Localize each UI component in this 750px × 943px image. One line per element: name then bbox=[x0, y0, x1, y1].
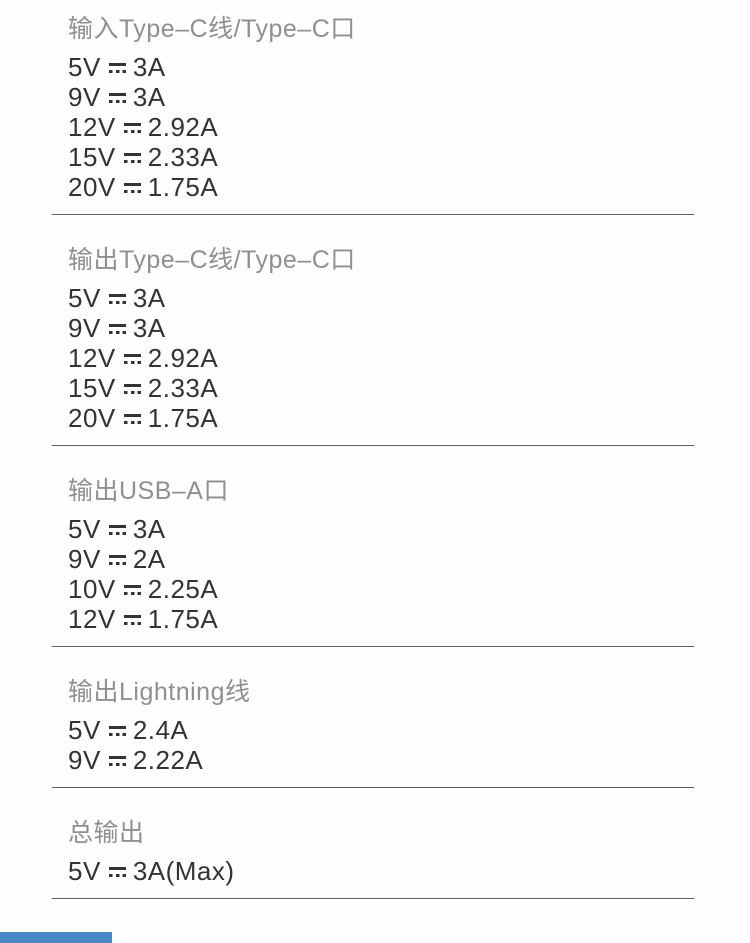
spec-row: 10V 2.25A bbox=[68, 574, 750, 604]
voltage-value: 15V bbox=[68, 373, 116, 403]
current-value: 2.92A bbox=[147, 112, 219, 142]
spec-row: 5V 3A(Max) bbox=[68, 856, 750, 886]
current-value: 3A bbox=[132, 52, 166, 82]
section-divider bbox=[52, 445, 694, 446]
spec-row: 9V 2.22A bbox=[68, 745, 750, 775]
dc-symbol-icon bbox=[123, 354, 141, 364]
section-title: 输入Type–C线/Type–C口 bbox=[68, 15, 356, 43]
bottom-accent-bar bbox=[0, 932, 112, 943]
dc-symbol-icon bbox=[108, 525, 126, 535]
section-title: 总输出 bbox=[68, 819, 145, 847]
section-title: 输出Type–C线/Type–C口 bbox=[68, 246, 356, 274]
section-divider bbox=[52, 214, 694, 215]
current-value: 3A bbox=[132, 514, 166, 544]
current-value: 2.22A bbox=[132, 745, 204, 775]
dc-symbol-icon bbox=[108, 726, 126, 736]
voltage-value: 5V bbox=[68, 715, 101, 745]
voltage-value: 5V bbox=[68, 856, 101, 886]
section-total-output: 总输出 5V 3A(Max) bbox=[0, 788, 750, 898]
dc-symbol-icon bbox=[123, 615, 141, 625]
spec-row: 9V 2A bbox=[68, 544, 750, 574]
spec-row: 5V 3A bbox=[68, 283, 750, 313]
section-divider bbox=[52, 787, 694, 788]
voltage-value: 12V bbox=[68, 604, 116, 634]
section-output-usb-a: 输出USB–A口 5V 3A 9V 2A 10V 2.25A 12V 1.75A bbox=[0, 446, 750, 646]
current-value: 3A bbox=[132, 82, 166, 112]
current-value: 1.75A bbox=[147, 604, 219, 634]
voltage-value: 15V bbox=[68, 142, 116, 172]
voltage-value: 20V bbox=[68, 403, 116, 433]
section-title: 输出Lightning线 bbox=[68, 678, 251, 706]
current-value: 2.25A bbox=[147, 574, 219, 604]
voltage-value: 9V bbox=[68, 544, 101, 574]
spec-row: 9V 3A bbox=[68, 82, 750, 112]
voltage-value: 5V bbox=[68, 52, 101, 82]
current-value: 2.4A bbox=[132, 715, 189, 745]
section-output-lightning: 输出Lightning线 5V 2.4A 9V 2.22A bbox=[0, 647, 750, 787]
voltage-value: 20V bbox=[68, 172, 116, 202]
dc-symbol-icon bbox=[108, 867, 126, 877]
spec-row: 5V 3A bbox=[68, 52, 750, 82]
current-value: 2.33A bbox=[147, 142, 219, 172]
current-value: 3A bbox=[132, 283, 166, 313]
current-value: 3A bbox=[132, 313, 166, 343]
dc-symbol-icon bbox=[123, 414, 141, 424]
section-input-type-c: 输入Type–C线/Type–C口 5V 3A 9V 3A 12V 2.92A 15V… bbox=[0, 0, 750, 214]
dc-symbol-icon bbox=[108, 555, 126, 565]
voltage-value: 5V bbox=[68, 514, 101, 544]
dc-symbol-icon bbox=[123, 153, 141, 163]
spec-row: 15V 2.33A bbox=[68, 373, 750, 403]
spec-row: 12V 2.92A bbox=[68, 112, 750, 142]
voltage-value: 12V bbox=[68, 112, 116, 142]
voltage-value: 9V bbox=[68, 313, 101, 343]
dc-symbol-icon bbox=[123, 384, 141, 394]
spec-row: 15V 2.33A bbox=[68, 142, 750, 172]
current-value: 2A bbox=[132, 544, 166, 574]
current-value: 2.33A bbox=[147, 373, 219, 403]
current-value: 1.75A bbox=[147, 172, 219, 202]
spec-row: 5V 3A bbox=[68, 514, 750, 544]
spec-row: 20V 1.75A bbox=[68, 403, 750, 433]
section-output-type-c: 输出Type–C线/Type–C口 5V 3A 9V 3A 12V 2.92A 15V… bbox=[0, 215, 750, 445]
dc-symbol-icon bbox=[123, 183, 141, 193]
section-title: 输出USB–A口 bbox=[68, 477, 229, 505]
dc-symbol-icon bbox=[108, 294, 126, 304]
voltage-value: 9V bbox=[68, 745, 101, 775]
spec-row: 9V 3A bbox=[68, 313, 750, 343]
section-divider bbox=[52, 646, 694, 647]
dc-symbol-icon bbox=[108, 93, 126, 103]
section-divider bbox=[52, 898, 694, 899]
current-value: 3A(Max) bbox=[132, 856, 235, 886]
dc-symbol-icon bbox=[108, 324, 126, 334]
spec-row: 12V 1.75A bbox=[68, 604, 750, 634]
spec-row: 5V 2.4A bbox=[68, 715, 750, 745]
voltage-value: 9V bbox=[68, 82, 101, 112]
spec-row: 12V 2.92A bbox=[68, 343, 750, 373]
current-value: 1.75A bbox=[147, 403, 219, 433]
voltage-value: 10V bbox=[68, 574, 116, 604]
dc-symbol-icon bbox=[108, 63, 126, 73]
current-value: 2.92A bbox=[147, 343, 219, 373]
dc-symbol-icon bbox=[108, 756, 126, 766]
dc-symbol-icon bbox=[123, 585, 141, 595]
dc-symbol-icon bbox=[123, 123, 141, 133]
spec-row: 20V 1.75A bbox=[68, 172, 750, 202]
voltage-value: 5V bbox=[68, 283, 101, 313]
voltage-value: 12V bbox=[68, 343, 116, 373]
